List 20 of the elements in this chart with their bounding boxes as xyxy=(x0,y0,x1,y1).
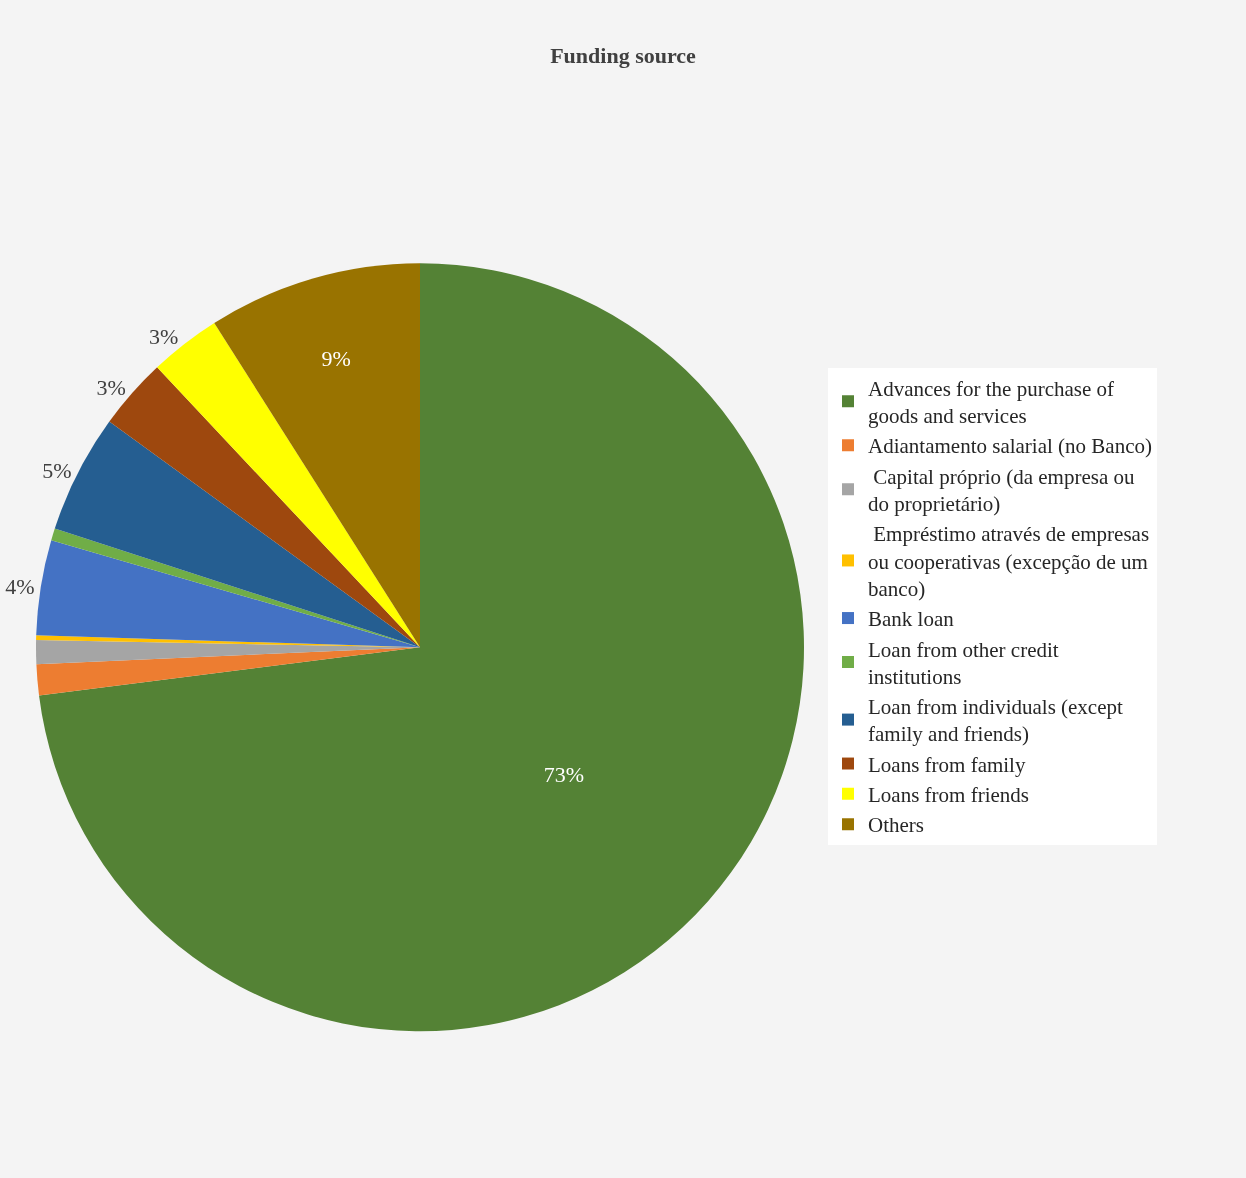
legend-label: Loans from family xyxy=(868,752,1026,777)
legend-label: Adiantamento salarial (no Banco) xyxy=(868,434,1152,459)
data-label: 73% xyxy=(543,761,585,787)
data-label: 3% xyxy=(149,323,179,349)
legend-label: Loans from friends xyxy=(868,783,1029,808)
data-label: 3% xyxy=(96,375,126,401)
legend-label: Others xyxy=(868,813,924,838)
data-label: 9% xyxy=(321,346,351,372)
data-label: 5% xyxy=(42,457,72,483)
legend-label: Advances for the purchase of goods and services xyxy=(868,376,1115,429)
legend-label: Loan from individuals (except family and friends) xyxy=(868,695,1124,747)
pie-slice xyxy=(214,263,420,648)
legend-label: Capital próprio (da empresa ou do proprietário) xyxy=(868,464,1135,517)
legend-label: Empréstimo através de empresas ou cooperativas (excepção de um banco) xyxy=(868,522,1150,601)
legend-label: Loan from other credit institutions xyxy=(868,637,1059,689)
pie-slice xyxy=(39,263,804,1031)
data-label: 4% xyxy=(5,574,35,600)
pie-slice xyxy=(36,647,420,696)
chart-title: Funding source xyxy=(550,42,697,68)
legend-label: Bank loan xyxy=(868,607,955,632)
